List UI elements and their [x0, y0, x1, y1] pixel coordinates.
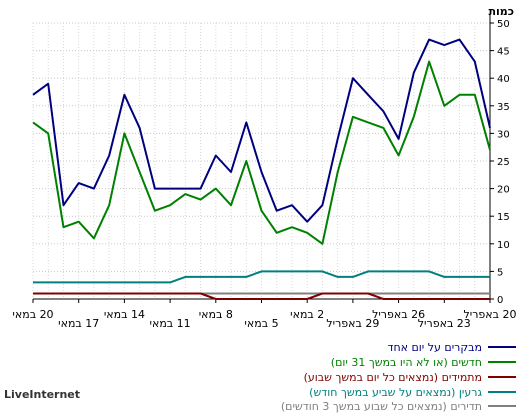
- legend-item: תדירים (נמצאים כל שבוע במשך 3 חודשים): [281, 399, 516, 413]
- y-tick-labels: 0 5 10 15 20 25 30 35 40 45 50: [497, 19, 510, 306]
- y-tick-label: 40: [497, 74, 510, 85]
- legend-item: חדשים (או לא היו במשך 31 יום): [331, 355, 516, 369]
- y-tick-label: 50: [497, 19, 510, 30]
- legend-item: מתמידים (נמצאים כל יום במשך שבוע): [304, 370, 516, 384]
- y-tick-label: 25: [497, 157, 510, 168]
- legend-swatch: [488, 405, 516, 407]
- legend-label: מתמידים (נמצאים כל יום במשך שבוע): [303, 370, 482, 384]
- legend-label: חדשים (או לא היו במשך 31 יום): [330, 355, 482, 369]
- y-tick-label: 5: [497, 267, 503, 278]
- legend-label: מבקרים על יום אחד: [387, 340, 482, 354]
- x-tick-label: 8 במאי: [199, 308, 233, 321]
- x-tick-label: 29 באפריל: [326, 317, 379, 330]
- x-tick-label: 11 במאי: [150, 317, 191, 330]
- x-tick-label: 14 במאי: [104, 308, 145, 321]
- legend-item: מבקרים על יום אחד: [387, 340, 516, 354]
- legend-swatch: [488, 376, 516, 378]
- legend-label: תדירים (נמצאים כל שבוע במשך 3 חודשים): [280, 399, 482, 413]
- brand-logo-text: LiveInternet: [4, 388, 81, 401]
- legend-item: גרעין (נמצאים על שביע במשך חודש): [309, 385, 516, 399]
- legend-swatch: [488, 391, 516, 393]
- legend-swatch: [488, 346, 516, 348]
- y-tick-label: 35: [497, 102, 510, 113]
- series-line-1: [32, 60, 491, 245]
- legend-label: גרעין (נמצאים על שביע במשך חודש): [309, 385, 482, 399]
- legend-swatch: [488, 361, 516, 363]
- y-tick-label: 30: [497, 129, 510, 140]
- y-tick-label: 10: [497, 240, 510, 251]
- series-lines: [32, 38, 491, 300]
- grid: [32, 22, 491, 300]
- x-tick-label: 20 במאי: [12, 308, 53, 321]
- series-line-2: [33, 292, 490, 300]
- x-tick-label: 23 באפריל: [418, 317, 471, 330]
- series-line-3: [33, 270, 490, 284]
- axes: [32, 15, 494, 303]
- x-tick-label: 2 במאי: [290, 308, 324, 321]
- x-tick-label: 20 באפריל: [464, 308, 517, 321]
- y-tick-label: 15: [497, 212, 510, 223]
- x-tick-label: 26 באפריל: [372, 308, 425, 321]
- series-line-0: [32, 38, 491, 223]
- x-tick-label: 17 במאי: [58, 317, 99, 330]
- y-tick-label: 0: [497, 295, 503, 306]
- y-axis-label: כמות: [489, 5, 514, 18]
- y-tick-label: 45: [497, 47, 510, 58]
- y-tick-label: 20: [497, 185, 510, 196]
- x-tick-label: 5 במאי: [244, 317, 278, 330]
